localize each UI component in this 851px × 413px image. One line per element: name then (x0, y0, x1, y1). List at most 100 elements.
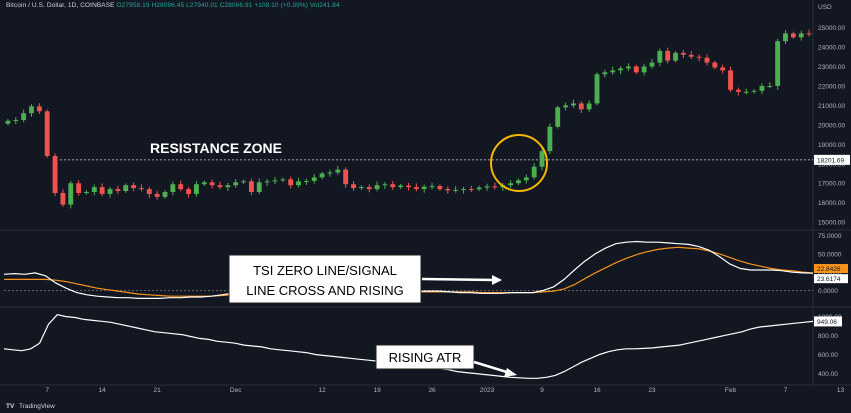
candle-body (555, 107, 561, 127)
candle-body (225, 185, 231, 188)
candle-body (256, 182, 262, 192)
candle-body (413, 187, 419, 190)
x-tick-label: 13 (837, 387, 845, 394)
candle-body (539, 151, 545, 167)
candle-body (280, 179, 286, 181)
price-tick-label: 16000.00 (818, 200, 845, 207)
candle-body (60, 192, 66, 205)
candle-body (178, 184, 184, 190)
candle-body (154, 193, 160, 197)
candle-body (99, 187, 105, 194)
candle-body (170, 184, 176, 192)
candle-body (610, 70, 616, 73)
ohlc-volume: Vol241.84 (309, 2, 340, 9)
x-tick-label: 26 (428, 387, 436, 394)
x-tick-label: 2023 (480, 387, 495, 394)
footer: TV TradingView (6, 403, 55, 410)
candle-body (68, 183, 74, 205)
candle-body (398, 185, 404, 188)
candle-body (484, 186, 490, 188)
candle-body (303, 180, 309, 182)
tsi-annotation-line-1: TSI ZERO LINE/SIGNAL (253, 263, 397, 278)
candle-body (571, 103, 576, 106)
candle-body (602, 72, 608, 75)
tsi-tick-label: 0.0000 (818, 288, 838, 295)
candle-body (193, 184, 199, 194)
price-tick-label: 24000.00 (818, 45, 845, 52)
candle-body (696, 56, 702, 58)
candle-body (453, 189, 459, 191)
currency-label: USD (818, 4, 832, 11)
candle-body (783, 33, 788, 42)
candle-body (445, 189, 451, 191)
tsi-annotation-line-2: LINE CROSS AND RISING (246, 283, 403, 298)
candle-body (531, 166, 537, 178)
candle-body (264, 181, 270, 183)
candle-body (107, 189, 113, 194)
candle-body (594, 74, 600, 104)
candle-body (358, 187, 364, 189)
symbol-title: Bitcoin / U.S. Dollar, 1D, COINBASE (6, 2, 115, 9)
ohlc-change: +108.10 (+0.39%) (254, 2, 308, 9)
tradingview-logo-icon: TV (6, 403, 15, 410)
candle-body (319, 173, 325, 178)
candle-body (461, 189, 466, 191)
candle-body (390, 184, 396, 188)
candle-body (123, 185, 129, 192)
candle-body (437, 186, 443, 190)
candle-body (476, 187, 482, 190)
tsi-last-label: 23.6174 (817, 276, 841, 283)
breakout-highlight-circle (490, 134, 548, 192)
price-tick-label: 15000.00 (818, 220, 845, 227)
x-tick-label: 12 (318, 387, 326, 394)
candle-body (649, 62, 655, 67)
atr-tick-label: 800.00 (818, 333, 838, 340)
x-tick-label: 16 (593, 387, 601, 394)
candle-body (209, 182, 215, 186)
candle-body (523, 177, 529, 181)
candle-body (201, 182, 207, 185)
candle-body (21, 113, 27, 120)
candle-body (327, 172, 333, 174)
x-tick-label: Feb (725, 387, 737, 394)
price-tick-label: 22000.00 (818, 83, 845, 90)
candle-body (29, 106, 34, 114)
tsi-tick-label: 50.0000 (818, 251, 842, 258)
atr-tick-label: 600.00 (818, 352, 838, 359)
candle-body (704, 57, 710, 63)
candle-body (688, 54, 694, 57)
candle-body (5, 120, 11, 124)
tsi-tick-label: 75.0000 (818, 233, 842, 240)
candle-body (720, 67, 726, 71)
candle-body (806, 33, 812, 35)
x-tick-label: 14 (99, 387, 107, 394)
candle-body (139, 188, 144, 190)
candle-body (382, 184, 388, 186)
x-tick-label: 19 (373, 387, 381, 394)
price-tick-label: 19000.00 (818, 142, 845, 149)
resistance-price-tag (814, 154, 850, 165)
tsi-annotation-arrow (421, 277, 495, 282)
tsi-last-tag (814, 274, 848, 284)
price-tick-label: 23000.00 (818, 64, 845, 71)
candle-body (767, 85, 773, 87)
candle-body (272, 180, 278, 182)
candle-body (406, 185, 411, 188)
candle-body (798, 33, 804, 38)
candle-body (468, 189, 474, 191)
tsi-tick-label: 25.0000 (818, 270, 842, 277)
candle-body (657, 50, 663, 63)
ohlc-close: C28066.91 (219, 2, 253, 9)
atr-annotation-text: RISING ATR (389, 350, 462, 365)
atr-last-label: 949.06 (817, 319, 837, 326)
x-tick-label: 21 (154, 387, 162, 394)
x-tick-label: 7 (45, 387, 49, 394)
atr-tick-label: 400.00 (818, 371, 838, 378)
candle-body (547, 126, 553, 152)
price-tick-label: 20000.00 (818, 122, 845, 129)
candle-body (673, 52, 678, 61)
candle-body (44, 111, 50, 156)
candle-body (665, 50, 671, 61)
